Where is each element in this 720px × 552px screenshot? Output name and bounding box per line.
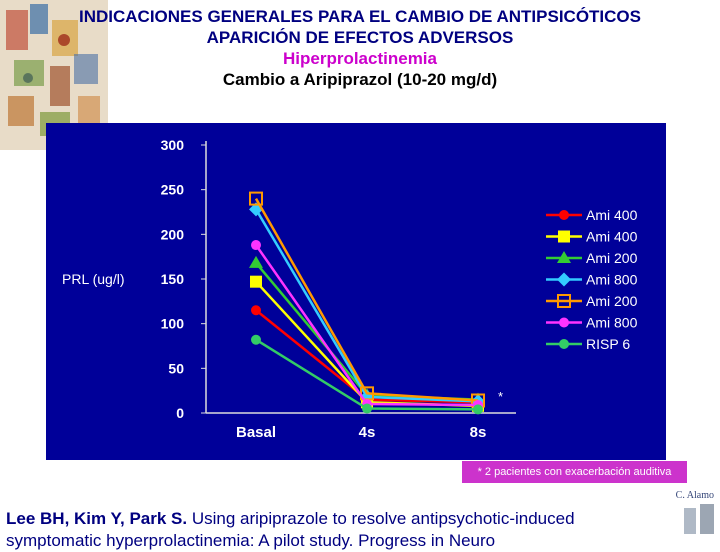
data-point <box>362 403 372 414</box>
y-tick-label: 300 <box>161 137 185 153</box>
annotation-asterisk: * <box>498 389 503 404</box>
series-line <box>254 197 479 402</box>
data-point <box>251 240 261 251</box>
legend-marker <box>559 339 569 349</box>
y-tick-label: 200 <box>161 226 185 242</box>
data-point <box>473 404 483 415</box>
legend-marker <box>557 251 571 263</box>
title-line-4: Cambio a Aripiprazol (10-20 mg/d) <box>222 70 498 89</box>
slide-title: INDICACIONES GENERALES PARA EL CAMBIO DE… <box>0 6 720 90</box>
legend-marker <box>559 317 569 328</box>
y-tick-label: 50 <box>168 360 184 376</box>
legend-marker <box>559 210 569 220</box>
corner-decoration-image <box>676 500 720 540</box>
y-tick-label: 0 <box>176 405 184 421</box>
legend-label: Ami 400 <box>586 207 638 223</box>
x-tick-label: Basal <box>236 424 276 441</box>
prolactin-line-chart: 0 50 100 150 200 250 300 PRL (ug/l) Basal 4s 8s * Am… <box>46 123 666 460</box>
chart-background <box>46 123 666 460</box>
x-tick-label: 8s <box>470 424 487 441</box>
legend-label: RISP 6 <box>586 336 630 352</box>
chart-svg: 0 50 100 150 200 250 300 PRL (ug/l) Basal 4s 8s * Am… <box>46 123 666 460</box>
legend-marker <box>557 272 571 287</box>
data-point <box>250 275 262 288</box>
y-tick-label: 250 <box>161 182 185 198</box>
author-signature: C. Alamo <box>675 490 714 501</box>
title-line-1: INDICACIONES GENERALES PARA EL CAMBIO DE… <box>79 7 641 26</box>
data-point <box>249 191 263 206</box>
data-point <box>251 305 261 316</box>
legend-label: Ami 800 <box>586 315 638 331</box>
title-line-2: APARICIÓN DE EFECTOS ADVERSOS <box>206 28 514 47</box>
legend-label: Ami 400 <box>586 229 638 245</box>
title-line-3: Hiperprolactinemia <box>283 49 437 68</box>
footnote: * 2 pacientes con exacerbación auditiva <box>462 461 687 483</box>
legend-label: Ami 200 <box>586 293 638 309</box>
y-axis-label: PRL (ug/l) <box>62 271 125 287</box>
data-point <box>249 255 263 268</box>
y-tick-label: 150 <box>161 271 185 287</box>
legend-label: Ami 200 <box>586 250 638 266</box>
data-point <box>251 334 261 345</box>
legend-label: Ami 800 <box>586 272 638 288</box>
legend-marker <box>558 230 570 243</box>
y-tick-label: 100 <box>161 316 185 332</box>
legend-marker <box>557 294 571 308</box>
citation-authors: Lee BH, Kim Y, Park S. <box>6 509 188 528</box>
citation: Lee BH, Kim Y, Park S. Using aripiprazol… <box>6 508 646 552</box>
x-tick-label: 4s <box>359 424 376 441</box>
